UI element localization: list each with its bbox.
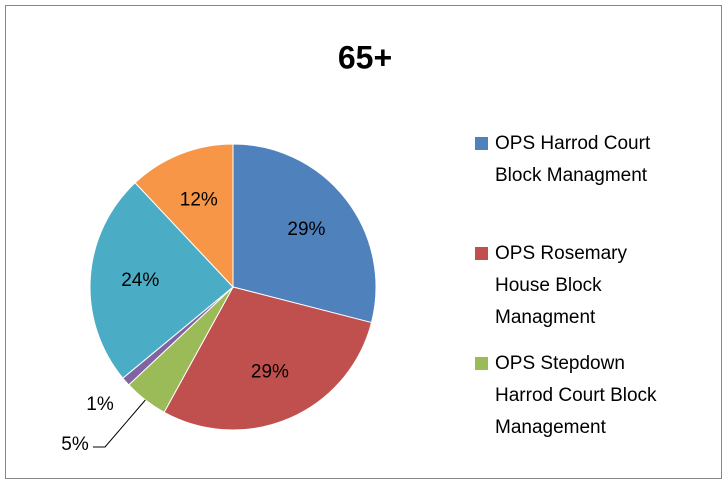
pie-slice [134,143,234,289]
pie-slice [232,143,377,324]
legend-label: OPS Stepdown Harrod Court Block Manageme… [495,353,657,438]
pie-slice [89,182,234,379]
data-label: 24% [121,270,159,291]
chart-title: 65+ [338,39,392,75]
legend-label: OPS Harrod Court Block Managment [495,133,651,186]
data-label: 12% [180,190,218,211]
legend-swatch [475,247,488,260]
data-label: 5% [61,434,89,455]
data-label: 1% [86,394,114,415]
leader-line [93,399,146,448]
pie-slice [163,286,373,431]
data-label: 29% [287,219,325,240]
legend-label: OPS Rosemary House Block Managment [495,243,627,328]
legend-swatch [475,357,488,370]
legend-swatch [475,137,488,150]
data-label: 29% [251,361,289,382]
